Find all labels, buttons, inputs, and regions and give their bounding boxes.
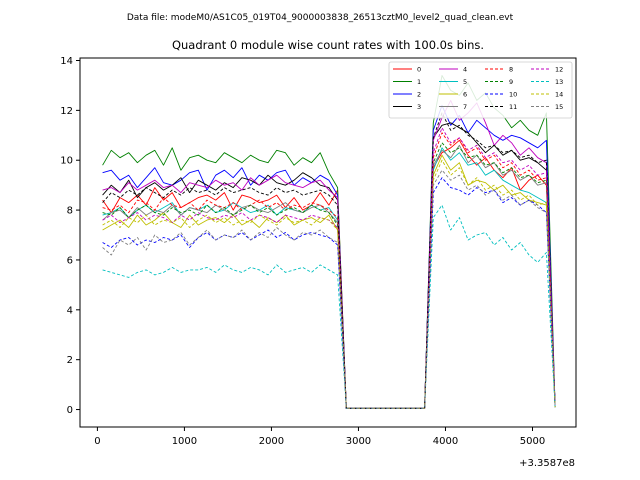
y-tick-label: 12 <box>60 106 73 117</box>
legend-label-3: 3 <box>417 103 421 111</box>
series-line-14 <box>102 159 556 409</box>
y-tick-label: 6 <box>67 255 73 266</box>
series-line-13 <box>102 204 556 409</box>
legend-label-7: 7 <box>463 103 467 111</box>
x-tick-label: 1000 <box>172 436 197 447</box>
legend-label-15: 15 <box>555 103 563 111</box>
legend-box <box>388 61 573 119</box>
x-tick-label: 2000 <box>259 436 284 447</box>
y-tick-label: 8 <box>67 206 73 217</box>
suptitle: Data file: modeM0/AS1C05_019T04_90000038… <box>127 13 514 23</box>
series-line-11 <box>102 112 556 409</box>
y-tick-label: 4 <box>67 305 73 316</box>
legend-label-6: 6 <box>463 91 467 99</box>
legend-label-14: 14 <box>555 91 563 99</box>
y-tick-label: 2 <box>67 355 73 366</box>
y-tick-label: 0 <box>67 405 73 416</box>
legend-label-11: 11 <box>509 103 517 111</box>
chart-title: Quadrant 0 module wise count rates with … <box>172 38 484 52</box>
series-line-15 <box>102 169 556 409</box>
series-line-6 <box>102 154 556 409</box>
series-line-8 <box>102 132 556 409</box>
legend-label-13: 13 <box>555 78 563 86</box>
legend-label-8: 8 <box>509 66 513 74</box>
x-tick-label: 0 <box>94 436 100 447</box>
x-tick-label: 3000 <box>346 436 371 447</box>
axes-frame <box>79 57 577 428</box>
y-tick-label: 14 <box>60 56 73 67</box>
x-tick-label: 5000 <box>520 436 545 447</box>
y-tick-label: 10 <box>60 156 73 167</box>
legend-label-12: 12 <box>555 66 563 74</box>
legend-label-4: 4 <box>463 66 467 74</box>
x-offset-label: +3.3587e8 <box>519 458 575 469</box>
legend-label-0: 0 <box>417 66 421 74</box>
series-line-2 <box>102 104 556 409</box>
series-line-5 <box>102 147 556 409</box>
x-tick-label: 4000 <box>433 436 458 447</box>
legend-label-10: 10 <box>509 91 517 99</box>
series-line-9 <box>102 142 556 409</box>
legend-label-2: 2 <box>417 91 421 99</box>
legend-label-5: 5 <box>463 78 467 86</box>
legend-label-1: 1 <box>417 78 421 86</box>
series-line-0 <box>102 139 556 409</box>
legend-label-9: 9 <box>509 78 513 86</box>
series-line-10 <box>102 177 556 409</box>
series-line-3 <box>102 122 556 409</box>
